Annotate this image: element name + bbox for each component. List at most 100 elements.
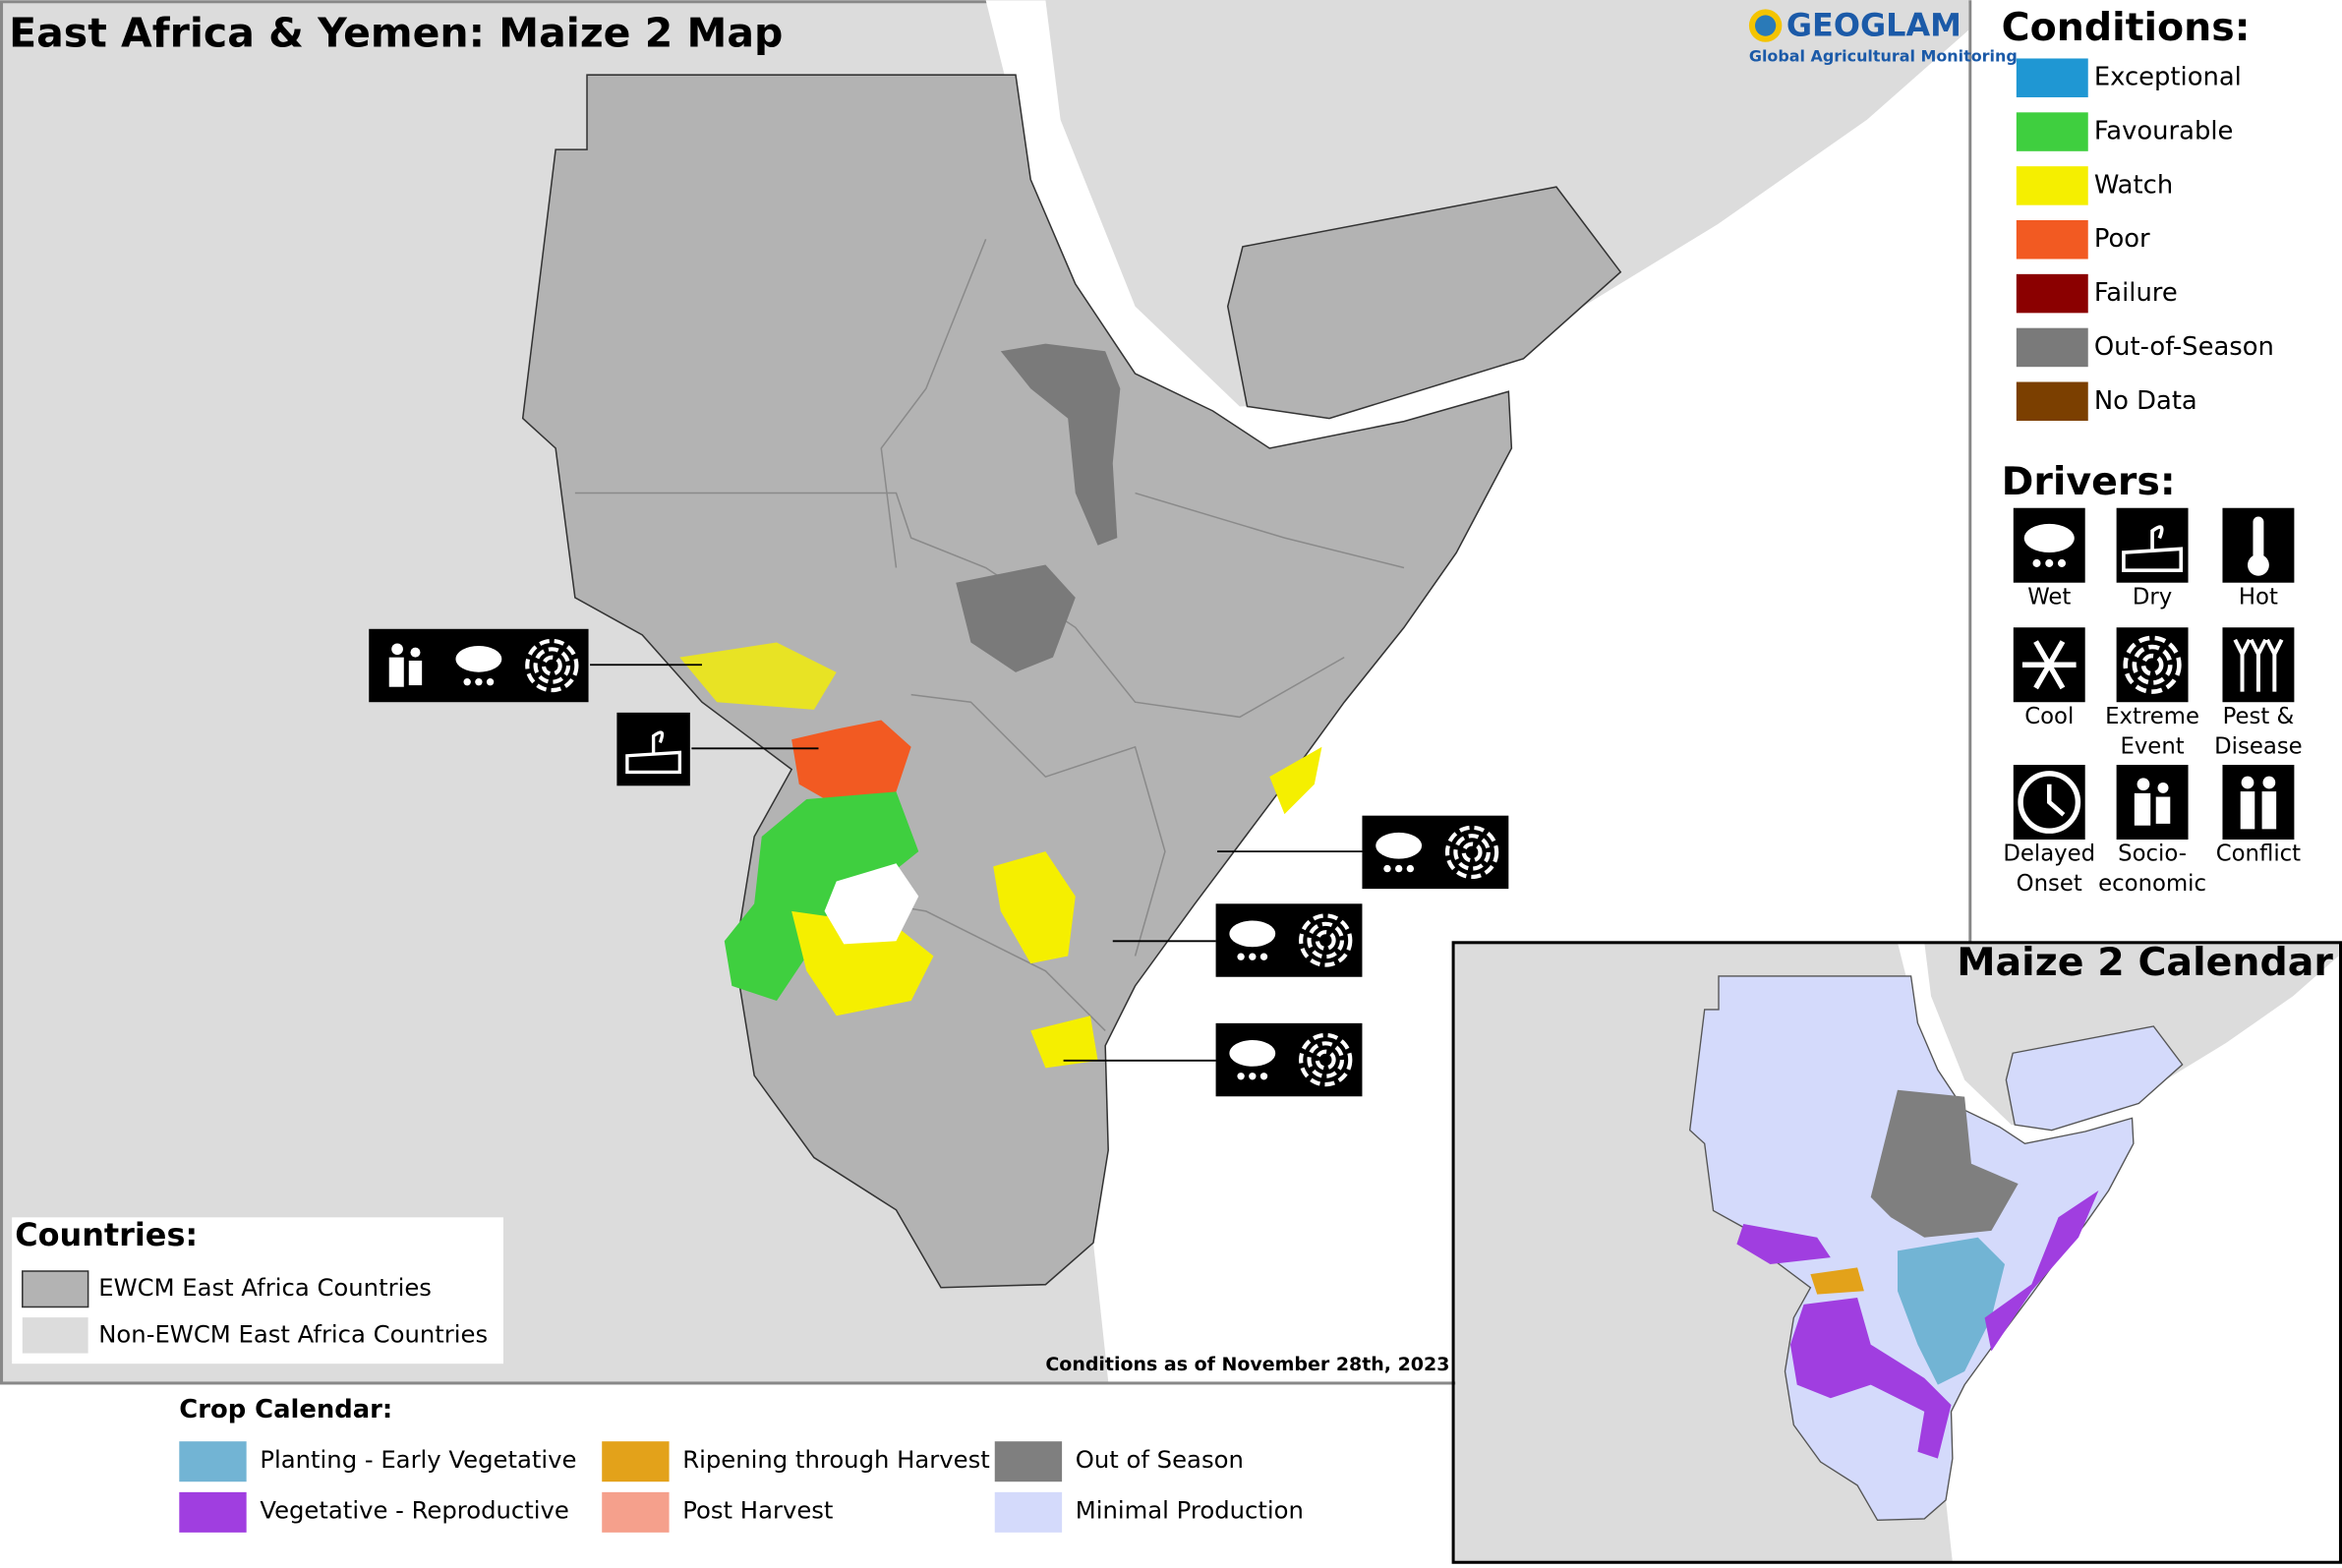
driver-label: economic <box>2098 871 2206 897</box>
country-swatch <box>22 1270 89 1308</box>
icon-shape <box>1307 1041 1345 1078</box>
condition-label: No Data <box>2094 386 2197 416</box>
condition-swatch <box>2016 381 2088 422</box>
drivers-title: Drivers: <box>2002 459 2176 504</box>
driver-leader-lines <box>590 664 1363 1062</box>
driver-label: Disease <box>2214 733 2303 759</box>
icon-shape <box>1453 834 1491 871</box>
crop-label: Planting - Early Vegetative <box>260 1445 576 1474</box>
poor-area <box>791 720 911 815</box>
inset-vegetative <box>1736 1224 1831 1264</box>
crop-label: Minimal Production <box>1076 1496 1304 1525</box>
icon-shape <box>1259 1073 1268 1080</box>
icon-shape <box>2132 644 2173 685</box>
driver-label: Conflict <box>2216 842 2301 867</box>
crop-swatch <box>179 1441 247 1482</box>
icon-shape <box>541 655 562 676</box>
icon-shape <box>1444 825 1499 880</box>
icon-shape <box>2247 553 2269 576</box>
inset-planting <box>1897 1237 2006 1385</box>
icon-shape <box>1307 921 1345 959</box>
icon-shape <box>486 678 495 686</box>
icon-shape <box>1249 1073 1257 1080</box>
icon-shape <box>2032 558 2041 567</box>
inset-border <box>1451 941 2342 1564</box>
icon-shape <box>1249 953 1257 960</box>
inset-frame <box>1455 942 2339 1563</box>
icon-shape <box>1376 832 1423 859</box>
crop-calendar-legend: Planting - Early Vegetative Vegetative - … <box>179 1441 1304 1533</box>
favourable-area <box>724 791 919 1002</box>
conditions-legend: Exceptional Favourable Watch Poor Failure Out… <box>2016 58 2274 422</box>
logo: GEOGLAM Global Agricultural Monitoring <box>1748 7 2018 65</box>
out-of-season-area <box>1000 343 1121 546</box>
crop-label: Vegetative - Reproductive <box>260 1496 569 1525</box>
countries-legend-box <box>12 1217 503 1365</box>
icon-shape <box>2241 776 2254 789</box>
icon-shape <box>2134 792 2151 826</box>
condition-label: Favourable <box>2094 117 2234 146</box>
icon-shape <box>1237 1073 1245 1080</box>
condition-label: Poor <box>2094 224 2150 254</box>
icon-shape <box>1394 864 1403 873</box>
condition-swatch <box>2016 112 2088 151</box>
country-swatch <box>22 1317 88 1354</box>
icon-shape <box>2233 638 2252 692</box>
condition-swatch <box>2016 58 2088 97</box>
condition-swatch <box>2016 166 2088 205</box>
icon-shape <box>1299 913 1353 967</box>
icon-shape <box>475 678 483 686</box>
condition-swatch <box>2016 327 2088 368</box>
icon-shape <box>2046 784 2066 817</box>
inset-out-of-season <box>1870 1089 2019 1238</box>
icon-shape <box>1461 842 1483 863</box>
crop-swatch <box>179 1491 247 1533</box>
icon-shape <box>410 647 421 658</box>
driver-label: Socio- <box>2118 842 2187 867</box>
icon-shape <box>1406 864 1415 873</box>
icon-shape <box>1259 953 1268 960</box>
driver-label: Pest & <box>2223 704 2295 729</box>
condition-areas <box>679 343 1322 1069</box>
icon-shape <box>2058 558 2067 567</box>
icon-shape <box>1315 930 1336 951</box>
condition-label: Watch <box>2094 170 2173 200</box>
country-label: Non-EWCM East Africa Countries <box>98 1319 488 1348</box>
icon-shape <box>525 638 579 693</box>
crop-label: Ripening through Harvest <box>682 1445 990 1474</box>
lake-victoria <box>824 863 919 945</box>
icon-shape <box>2240 791 2255 830</box>
inset-title: Maize 2 Calendar <box>1957 940 2333 985</box>
driver-label: Wet <box>2027 584 2071 610</box>
icon-shape <box>1237 953 1245 960</box>
out-of-season-area <box>956 564 1076 672</box>
icon-shape <box>2045 558 2054 567</box>
driver-label: Dry <box>2133 584 2172 610</box>
icon-shape <box>2265 638 2284 692</box>
condition-label: Out-of-Season <box>2094 332 2274 362</box>
icon-shape <box>625 750 682 775</box>
country-label: EWCM East Africa Countries <box>98 1273 432 1302</box>
icon-shape <box>2249 638 2268 692</box>
inset-ripening <box>1810 1267 1864 1295</box>
icon-shape <box>1299 1032 1353 1087</box>
map-driver-icons <box>369 628 1509 1097</box>
icon-shape <box>2262 776 2276 789</box>
crop-swatch <box>994 1491 1063 1533</box>
icon-shape <box>2122 547 2184 573</box>
icon-shape <box>2137 778 2150 791</box>
driver-icon <box>2116 765 2189 840</box>
icon-shape <box>463 678 471 686</box>
conditions-title: Conditions: <box>2002 5 2251 50</box>
crop-swatch <box>994 1441 1063 1482</box>
driver-label: Event <box>2120 733 2184 759</box>
logo-name: GEOGLAM <box>1786 7 1961 44</box>
driver-label: Extreme <box>2105 704 2199 729</box>
watch-area <box>679 642 837 710</box>
driver-icon <box>2222 765 2295 840</box>
driver-label: Onset <box>2017 871 2082 897</box>
icon-shape <box>2253 516 2264 560</box>
condition-swatch <box>2016 220 2088 260</box>
